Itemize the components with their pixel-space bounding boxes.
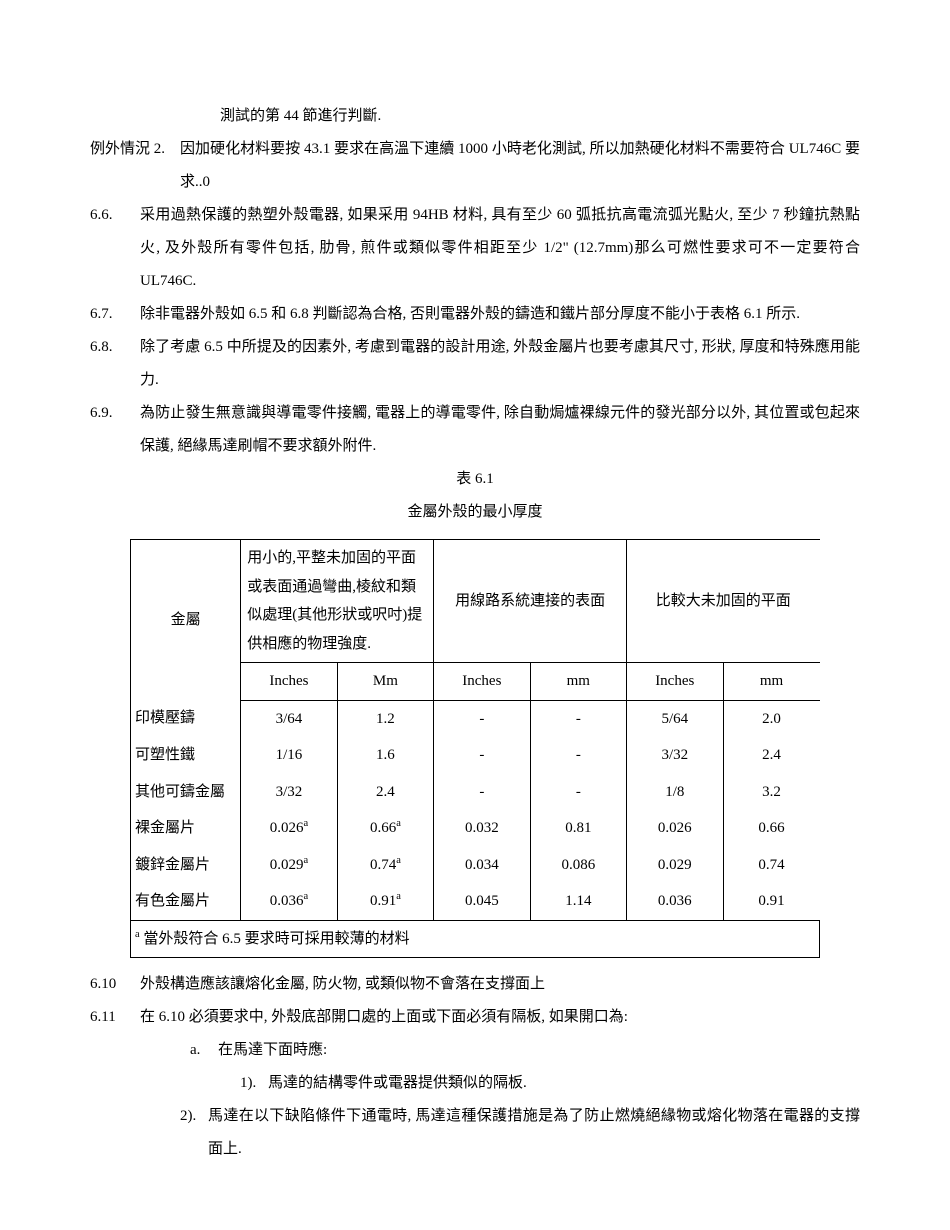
table-cell: 3.2	[723, 774, 820, 811]
table-caption-title: 金屬外殼的最小厚度	[90, 496, 860, 529]
para-6-6: 6.6. 采用過熱保護的熱塑外殼電器, 如果采用 94HB 材料, 具有至少 6…	[90, 199, 860, 298]
table-cell: 5/64	[627, 700, 723, 737]
para-6-11-a: a. 在馬達下面時應:	[90, 1034, 860, 1067]
unit-mm: Mm	[337, 663, 433, 701]
table-cell: -	[434, 774, 530, 811]
table-row-label: 印模壓鑄	[131, 700, 241, 737]
table-cell: 0.029	[627, 847, 723, 884]
footnote-mark: a	[135, 929, 140, 940]
unit-inches: Inches	[627, 663, 723, 701]
para-6-11-a-1: 1). 馬達的結構零件或電器提供類似的隔板.	[90, 1067, 860, 1100]
table-cell: 0.026	[627, 810, 723, 847]
subitem-number: 2).	[180, 1100, 208, 1166]
table-cell: 1.6	[337, 737, 433, 774]
table-cell: 3/64	[241, 700, 337, 737]
table-cell: 2.0	[723, 700, 820, 737]
table-cell: 0.91	[723, 883, 820, 920]
table-row-label: 其他可鑄金屬	[131, 774, 241, 811]
table-cell: 0.91a	[337, 883, 433, 920]
table-cell: 0.034	[434, 847, 530, 884]
col-metal-header: 金屬	[131, 540, 241, 701]
unit-mm: mm	[723, 663, 820, 701]
para-text: 采用過熱保護的熱塑外殼電器, 如果采用 94HB 材料, 具有至少 60 弧抵抗…	[140, 199, 860, 298]
subitem-number: 1).	[240, 1067, 268, 1100]
para-6-8: 6.8. 除了考慮 6.5 中所提及的因素外, 考慮到電器的設計用途, 外殼金屬…	[90, 331, 860, 397]
subitem-letter: a.	[190, 1034, 218, 1067]
table-cell: 0.086	[530, 847, 626, 884]
table-cell: 1/16	[241, 737, 337, 774]
table-cell: 0.66	[723, 810, 820, 847]
table-cell: -	[530, 737, 626, 774]
table-footnote: a 當外殼符合 6.5 要求時可採用較薄的材料	[131, 920, 820, 958]
table-cell: 3/32	[241, 774, 337, 811]
table-6-1: 金屬 用小的,平整未加固的平面或表面通過彎曲,棱紋和類似處理(其他形狀或呎吋)提…	[130, 539, 820, 958]
table-cell: 1/8	[627, 774, 723, 811]
table-cell: 0.036a	[241, 883, 337, 920]
para-6-10: 6.10 外殼構造應該讓熔化金屬, 防火物, 或類似物不會落在支撐面上	[90, 968, 860, 1001]
table-cell: 3/32	[627, 737, 723, 774]
table-cell: 1.14	[530, 883, 626, 920]
table-cell: 2.4	[723, 737, 820, 774]
table-row-label: 有色金屬片	[131, 883, 241, 920]
table-cell: 0.026a	[241, 810, 337, 847]
table-cell: -	[434, 700, 530, 737]
table-row-label: 鍍鋅金屬片	[131, 847, 241, 884]
table-cell: 1.2	[337, 700, 433, 737]
para-text: 外殼構造應該讓熔化金屬, 防火物, 或類似物不會落在支撐面上	[140, 968, 860, 1001]
table-cell: 0.81	[530, 810, 626, 847]
table-cell: 0.032	[434, 810, 530, 847]
exception-2: 例外情況 2. 因加硬化材料要按 43.1 要求在高溫下連續 1000 小時老化…	[90, 133, 860, 199]
para-6-9: 6.9. 為防止發生無意識與導電零件接觸, 電器上的導電零件, 除自動焗爐裸線元…	[90, 397, 860, 463]
unit-mm: mm	[530, 663, 626, 701]
col-group-1-header: 用小的,平整未加固的平面或表面通過彎曲,棱紋和類似處理(其他形狀或呎吋)提供相應…	[241, 540, 434, 663]
table-cell: 0.66a	[337, 810, 433, 847]
para-6-11: 6.11 在 6.10 必須要求中, 外殼底部開口處的上面或下面必須有隔板, 如…	[90, 1001, 860, 1034]
table-cell: 0.036	[627, 883, 723, 920]
para-6-11-a-2: 2). 馬達在以下缺陷條件下通電時, 馬達這種保護措施是為了防止燃燒絕緣物或熔化…	[90, 1100, 860, 1166]
unit-inches: Inches	[241, 663, 337, 701]
table-cell: -	[434, 737, 530, 774]
table-cell: 2.4	[337, 774, 433, 811]
para-text: 除非電器外殼如 6.5 和 6.8 判斷認為合格, 否則電器外殼的鑄造和鐵片部分…	[140, 298, 860, 331]
col-group-2-header: 用線路系統連接的表面	[434, 540, 627, 663]
table-cell: 0.74	[723, 847, 820, 884]
para-text: 除了考慮 6.5 中所提及的因素外, 考慮到電器的設計用途, 外殼金屬片也要考慮…	[140, 331, 860, 397]
subitem-text: 在馬達下面時應:	[218, 1034, 860, 1067]
table-caption-number: 表 6.1	[90, 463, 860, 496]
footnote-text: 當外殼符合 6.5 要求時可採用較薄的材料	[143, 931, 409, 947]
table-row-label: 可塑性鐵	[131, 737, 241, 774]
table-cell: -	[530, 774, 626, 811]
para-number: 6.8.	[90, 331, 140, 397]
col-group-3-header: 比較大未加固的平面	[627, 540, 820, 663]
unit-inches: Inches	[434, 663, 530, 701]
para-6-7: 6.7. 除非電器外殼如 6.5 和 6.8 判斷認為合格, 否則電器外殼的鑄造…	[90, 298, 860, 331]
exception-label: 例外情況 2.	[90, 133, 180, 199]
para-number: 6.10	[90, 968, 140, 1001]
para-number: 6.11	[90, 1001, 140, 1034]
table-cell: 0.74a	[337, 847, 433, 884]
table-cell: -	[530, 700, 626, 737]
subitem-text: 馬達的結構零件或電器提供類似的隔板.	[268, 1067, 860, 1100]
para-text: 為防止發生無意識與導電零件接觸, 電器上的導電零件, 除自動焗爐裸線元件的發光部…	[140, 397, 860, 463]
continuation-line: 測試的第 44 節進行判斷.	[90, 100, 860, 133]
table-cell: 0.029a	[241, 847, 337, 884]
table-row-label: 裸金屬片	[131, 810, 241, 847]
subitem-text: 馬達在以下缺陷條件下通電時, 馬達這種保護措施是為了防止燃燒絕緣物或熔化物落在電…	[208, 1100, 860, 1166]
para-text: 在 6.10 必須要求中, 外殼底部開口處的上面或下面必須有隔板, 如果開口為:	[140, 1001, 860, 1034]
para-number: 6.9.	[90, 397, 140, 463]
para-number: 6.7.	[90, 298, 140, 331]
table-cell: 0.045	[434, 883, 530, 920]
para-number: 6.6.	[90, 199, 140, 298]
exception-text: 因加硬化材料要按 43.1 要求在高溫下連續 1000 小時老化測試, 所以加熱…	[180, 133, 860, 199]
